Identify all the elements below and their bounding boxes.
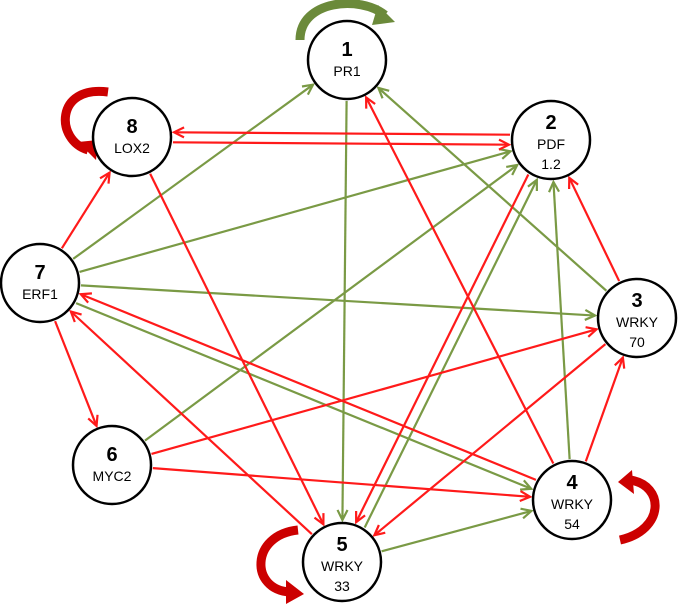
edge-5-to-7 [69, 309, 313, 535]
edge-6-to-4 [152, 467, 533, 503]
edge-3-to-2 [568, 175, 621, 282]
edge-6-to-2 [144, 163, 520, 442]
node-label: WRKY [551, 496, 594, 512]
node-label: WRKY [616, 314, 659, 330]
node-number: 8 [126, 116, 137, 138]
arrowhead-icon [372, 524, 386, 537]
edge-4-to-2 [548, 179, 571, 460]
node-number: 4 [566, 472, 578, 494]
node-label: 1.2 [541, 156, 561, 172]
edge-1-to-5 [336, 100, 349, 523]
arrowhead-icon [355, 510, 366, 525]
node-3[interactable]: 3 WRKY 70 [596, 277, 678, 359]
arrowhead-icon [519, 479, 534, 491]
edge-7-to-4 [75, 302, 534, 491]
edge-7-to-2 [79, 148, 513, 274]
edge-8-to-5 [149, 173, 325, 527]
arrowhead-icon [78, 292, 93, 304]
edge-3-to-1 [376, 86, 608, 292]
node-label: PDF [537, 136, 565, 152]
node-number: 6 [106, 444, 117, 466]
node-label: ERF1 [22, 286, 58, 302]
node-6[interactable]: 6 MYC2 [71, 424, 153, 506]
arrowhead-icon [365, 95, 376, 109]
node-number: 2 [545, 112, 556, 134]
arrowhead-icon [99, 170, 111, 184]
node-number: 5 [336, 534, 347, 556]
arrowhead-icon [527, 177, 538, 192]
edge-5-to-2 [363, 177, 538, 528]
arrowhead-icon [506, 163, 520, 176]
node-label: MYC2 [93, 468, 132, 484]
arrowhead-icon [519, 490, 533, 503]
arrowhead-icon [376, 86, 390, 99]
self-loop-4 [618, 470, 660, 545]
edge-3-to-5 [372, 343, 607, 537]
arrowhead-icon [584, 309, 598, 321]
node-number: 3 [631, 290, 642, 312]
arrowhead-icon [69, 309, 82, 323]
node-number: 7 [34, 262, 45, 284]
arrowhead-icon [171, 126, 185, 139]
node-label: 54 [564, 516, 580, 532]
edge-7-to-8 [60, 170, 111, 249]
arrowhead-icon [499, 148, 513, 160]
self-loop-arrowhead-icon [618, 470, 634, 494]
edge-4-to-1 [365, 95, 555, 464]
edge-6-to-3 [151, 326, 599, 456]
node-number: 1 [341, 39, 352, 61]
arrowhead-icon [498, 138, 512, 151]
self-loop-1 [295, 0, 395, 41]
edge-4-to-7 [78, 292, 537, 481]
node-label: 70 [629, 334, 645, 350]
self-loop-arrowhead-icon [372, 5, 395, 25]
arrowhead-icon [301, 83, 316, 96]
node-5[interactable]: 5 WRKY 33 [301, 521, 383, 603]
node-label: LOX2 [114, 140, 150, 156]
arrowhead-icon [87, 414, 99, 429]
arrowhead-icon [568, 175, 579, 190]
node-7[interactable]: 7 ERF1 [0, 242, 81, 324]
node-2[interactable]: 2 PDF 1.2 [510, 99, 592, 181]
arrowhead-icon [313, 513, 325, 527]
self-loop-arrowhead-icon [286, 580, 304, 604]
node-label: PR1 [333, 63, 360, 79]
edge-7-to-3 [80, 284, 598, 321]
arrowhead-icon [614, 355, 626, 369]
edge-4-to-3 [584, 355, 626, 462]
edge-8-to-2 [172, 138, 512, 151]
node-label: 33 [334, 578, 350, 594]
arrowhead-icon [336, 509, 349, 523]
edge-2-to-5 [355, 174, 530, 525]
node-label: WRKY [321, 558, 364, 574]
self-loop-5 [256, 525, 304, 604]
edge-7-to-6 [54, 320, 99, 429]
edge-2-to-8 [171, 126, 511, 139]
edge-5-to-4 [381, 507, 534, 553]
arrowhead-icon [585, 326, 599, 338]
arrowhead-icon [520, 507, 534, 520]
arrowhead-icon [548, 179, 560, 193]
node-4[interactable]: 4 WRKY 54 [531, 459, 613, 541]
edge-7-to-1 [72, 83, 316, 260]
node-8[interactable]: 8 LOX2 [91, 96, 173, 178]
